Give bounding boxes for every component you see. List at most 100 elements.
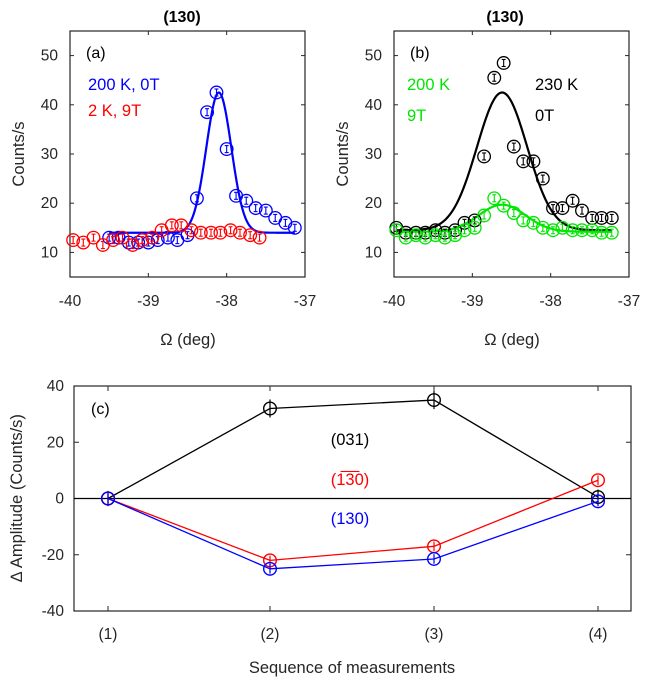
panel-a-legend-2k: 2 K, 9T [88, 102, 141, 120]
marker-circle [477, 208, 492, 223]
data-point [66, 233, 81, 248]
x-tick-label: -37 [294, 293, 316, 310]
panel-c-legend-1bar3bar0: (1̅3̅0) [331, 471, 370, 489]
panel-c-legend-031: (031) [331, 431, 370, 449]
data-point [477, 149, 492, 164]
x-tick-label: (1) [99, 626, 118, 643]
panel-b-marks [389, 56, 619, 245]
y-tick-label: 40 [47, 378, 65, 395]
data-point [546, 201, 560, 216]
marker-circle [427, 551, 442, 566]
data-point [477, 208, 492, 223]
marker-circle [263, 401, 278, 416]
marker-circle [604, 211, 619, 225]
marker-circle [555, 220, 570, 235]
y-tick-label: 30 [41, 146, 59, 163]
panel-c-label: (c) [91, 401, 110, 418]
data-point [100, 491, 115, 506]
panel-a-label: (a) [86, 45, 106, 62]
marker-circle [115, 230, 130, 245]
marker-circle [248, 201, 263, 216]
panel-b: (130) Counts/s Ω (deg) (b) 200 K 9T 230 … [334, 9, 640, 349]
y-tick-label: 50 [41, 48, 59, 65]
panel-b-legend-200k: 200 K [407, 76, 450, 94]
marker-circle [535, 220, 550, 235]
x-tick-label: (4) [589, 626, 608, 643]
panel-a-axes-box [69, 30, 306, 278]
y-tick-label: 10 [41, 244, 59, 261]
data-point [145, 230, 160, 245]
marker-circle [184, 223, 199, 238]
data-point [594, 225, 609, 240]
marker-circle [164, 218, 179, 233]
data-point [427, 551, 442, 566]
marker-circle [219, 142, 234, 157]
panel-b-title: (130) [486, 9, 523, 26]
y-tick-label: -20 [42, 547, 65, 564]
x-tick-label: -39 [137, 293, 159, 310]
x-tick-label: -39 [461, 293, 483, 310]
data-point [604, 211, 619, 225]
marker-circle [258, 203, 273, 218]
panel-b-legend-0t: 0T [535, 107, 554, 125]
marker-circle [66, 233, 81, 248]
data-point [95, 238, 110, 252]
x-tick-label: -40 [383, 293, 406, 310]
data-point [516, 213, 531, 228]
data-point [86, 230, 101, 245]
panel-a: (130) Counts/s Ω (deg) (a) 200 K, 0T 2 K… [10, 9, 316, 349]
panel-c-ylabel: ∆ Amplitude (Counts/s) [8, 414, 26, 582]
data-point [526, 154, 541, 169]
marker-circle [213, 225, 228, 240]
panel-a-legend-200k: 200 K, 0T [88, 76, 160, 94]
data-point [604, 225, 619, 240]
data-point [135, 233, 150, 248]
data-point [233, 225, 247, 240]
panel-c: ∆ Amplitude (Counts/s) Sequence of measu… [8, 378, 632, 677]
marker-circle [506, 139, 521, 154]
marker-circle [546, 201, 560, 216]
y-tick-label: 20 [365, 195, 383, 212]
data-point [189, 191, 204, 206]
panel-a-ticks: -40 -39 -38 -37 10 20 30 40 50 [41, 31, 316, 310]
data-point [106, 233, 121, 248]
data-point [160, 230, 175, 245]
marker-circle [535, 171, 550, 186]
marker-circle [180, 228, 195, 243]
marker-circle [575, 223, 589, 238]
y-tick-label: 20 [47, 434, 65, 451]
panel-a-ylabel: Counts/s [10, 121, 28, 186]
marker-circle [189, 191, 204, 206]
marker-circle [135, 233, 150, 248]
data-point [263, 561, 278, 576]
data-point [287, 220, 302, 235]
data-point [213, 225, 228, 240]
data-point [223, 223, 238, 238]
data-point [243, 228, 258, 243]
y-tick-label: 50 [365, 48, 383, 65]
marker-circle [427, 393, 442, 408]
marker-circle [398, 230, 413, 245]
marker-circle [575, 203, 589, 218]
panel-b-xlabel: Ω (deg) [484, 331, 539, 349]
marker-circle [204, 225, 218, 240]
panel-b-legend-9t: 9T [407, 107, 426, 125]
panel-b-axes-box [393, 30, 630, 278]
marker-circle [591, 494, 606, 509]
marker-circle [496, 56, 511, 70]
marker-circle [565, 223, 580, 238]
data-point [200, 105, 215, 120]
series-line-0 [107, 399, 599, 500]
marker-circle [86, 230, 101, 245]
marker-circle [389, 223, 404, 238]
x-tick-label: (3) [425, 626, 444, 643]
x-tick-label: -38 [539, 293, 561, 310]
data-point [278, 215, 293, 230]
data-point [535, 171, 550, 186]
panel-a-xlabel: Ω (deg) [160, 331, 215, 349]
y-tick-label: 10 [365, 244, 383, 261]
marker-circle [437, 230, 452, 245]
marker-circle [604, 225, 619, 240]
data-point [487, 70, 502, 85]
